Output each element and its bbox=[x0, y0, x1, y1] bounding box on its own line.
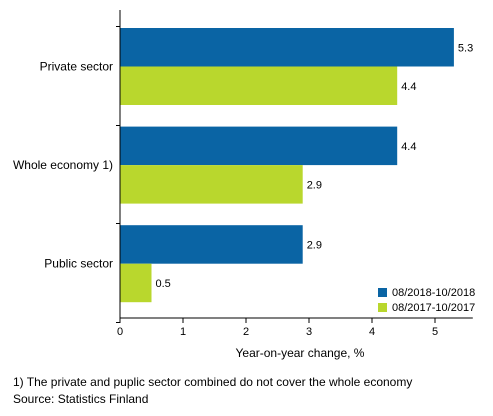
legend-swatch-series-1 bbox=[378, 288, 387, 297]
source-note: Source: Statistics Finland bbox=[13, 392, 149, 406]
x-tick-label-0: 0 bbox=[117, 326, 123, 338]
legend-item-series-2: 08/2017-10/2017 bbox=[378, 300, 475, 315]
x-tick-label-5: 5 bbox=[432, 326, 438, 338]
bar-chart: 5.3 4.4 4.4 2.9 2.9 0.5 Private sector Whole e… bbox=[13, 10, 474, 360]
data-label-2-1: 4.4 bbox=[401, 81, 416, 93]
bars-layer bbox=[120, 28, 454, 303]
x-axis-label: Year-on-year change, % bbox=[236, 346, 365, 360]
bar-1-2 bbox=[120, 126, 398, 166]
bar-1-3 bbox=[120, 225, 303, 264]
x-ticks-layer: 0 1 2 3 4 5 bbox=[117, 318, 438, 338]
footnote: 1) The private and puplic sector combine… bbox=[13, 375, 413, 389]
category-label-1: Private sector bbox=[40, 60, 113, 74]
legend-swatch-series-2 bbox=[378, 303, 387, 312]
bar-2-1 bbox=[120, 66, 398, 105]
data-label-1-1: 5.3 bbox=[458, 42, 473, 54]
bar-2-3 bbox=[120, 263, 152, 303]
value-labels-layer: 5.3 4.4 4.4 2.9 2.9 0.5 bbox=[156, 42, 474, 290]
category-labels-layer: Private sector Whole economy 1) Public sec… bbox=[13, 26, 120, 323]
x-tick-label-1: 1 bbox=[180, 326, 186, 338]
data-label-1-2: 4.4 bbox=[401, 141, 416, 153]
legend-item-series-1: 08/2018-10/2018 bbox=[378, 285, 475, 300]
data-label-2-2: 2.9 bbox=[307, 179, 322, 191]
x-tick-label-3: 3 bbox=[306, 326, 312, 338]
category-label-2: Whole economy 1) bbox=[13, 158, 113, 172]
x-tick-label-4: 4 bbox=[369, 326, 375, 338]
legend-label-series-1: 08/2018-10/2018 bbox=[392, 286, 476, 299]
bar-1-1 bbox=[120, 28, 454, 67]
x-tick-label-2: 2 bbox=[243, 326, 249, 338]
legend: 08/2018-10/2018 08/2017-10/2017 bbox=[378, 285, 475, 315]
category-label-3: Public sector bbox=[44, 257, 113, 271]
data-label-2-3: 0.5 bbox=[156, 278, 171, 290]
bar-2-2 bbox=[120, 165, 303, 204]
data-label-1-3: 2.9 bbox=[307, 239, 322, 251]
legend-label-series-2: 08/2017-10/2017 bbox=[392, 301, 476, 314]
